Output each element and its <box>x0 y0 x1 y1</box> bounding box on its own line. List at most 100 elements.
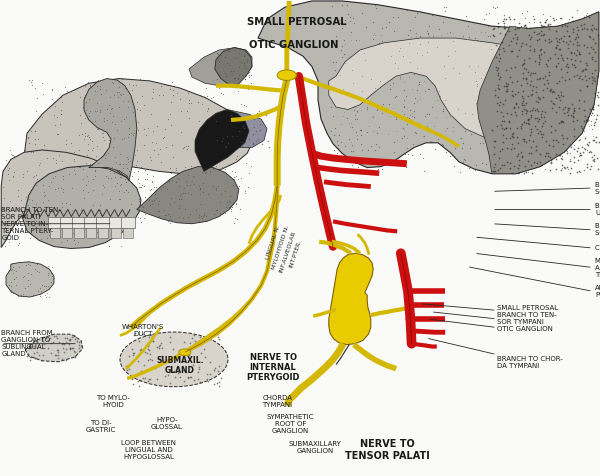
Point <box>399 86 409 93</box>
Point <box>551 43 561 51</box>
Point <box>86 159 96 166</box>
Point <box>565 38 575 45</box>
Point <box>429 36 439 43</box>
Point <box>31 224 40 231</box>
Point <box>31 127 40 135</box>
Point <box>202 375 212 383</box>
Point <box>173 89 182 97</box>
Point <box>230 219 239 227</box>
Point <box>337 86 347 93</box>
Point <box>76 342 86 349</box>
Point <box>551 62 561 69</box>
Polygon shape <box>216 109 267 148</box>
Text: MIDDLE MENINGEAL
ART. WITH SYMPA-
THETIC PLEXUS: MIDDLE MENINGEAL ART. WITH SYMPA- THETIC… <box>595 258 600 278</box>
Point <box>143 377 152 385</box>
Point <box>496 108 506 116</box>
Point <box>511 129 520 137</box>
Point <box>239 122 248 130</box>
Point <box>410 120 419 128</box>
Point <box>217 137 227 145</box>
Point <box>182 181 192 188</box>
Point <box>97 190 107 198</box>
Point <box>536 130 546 138</box>
Point <box>248 139 258 147</box>
Point <box>569 111 578 119</box>
Point <box>584 122 593 129</box>
Point <box>565 52 574 60</box>
Point <box>582 25 592 33</box>
Point <box>170 373 179 381</box>
Point <box>404 74 413 81</box>
Point <box>374 166 383 173</box>
Point <box>212 206 222 214</box>
Point <box>368 35 377 42</box>
Point <box>497 161 506 169</box>
Point <box>499 113 508 120</box>
Point <box>28 148 37 156</box>
Point <box>23 201 32 209</box>
Point <box>575 149 585 157</box>
Point <box>524 156 534 163</box>
Point <box>545 141 554 149</box>
Point <box>556 97 565 104</box>
Point <box>0 194 9 202</box>
Point <box>534 58 544 66</box>
Point <box>489 137 499 145</box>
Point <box>109 91 119 99</box>
Point <box>557 152 566 160</box>
Point <box>569 106 579 113</box>
Point <box>330 124 340 132</box>
Point <box>566 143 575 151</box>
Point <box>547 128 556 136</box>
Point <box>514 164 523 172</box>
Point <box>220 53 230 61</box>
Point <box>536 131 545 139</box>
Point <box>10 228 20 236</box>
Point <box>539 114 548 121</box>
Point <box>584 32 594 40</box>
Point <box>590 78 600 85</box>
Point <box>185 340 195 347</box>
Point <box>509 41 519 49</box>
Point <box>530 122 539 129</box>
Point <box>209 374 219 381</box>
Point <box>176 108 186 115</box>
Point <box>40 191 49 198</box>
Point <box>214 378 224 386</box>
Point <box>483 97 493 104</box>
Point <box>561 39 571 46</box>
Point <box>545 87 555 95</box>
Point <box>107 104 117 111</box>
Text: BRANCH TO TEN-
SOR TYMPANI: BRANCH TO TEN- SOR TYMPANI <box>595 181 600 195</box>
Point <box>574 102 583 110</box>
Point <box>587 56 597 63</box>
Point <box>449 162 458 169</box>
Point <box>29 172 39 180</box>
Point <box>556 34 566 42</box>
Point <box>212 150 221 158</box>
Point <box>543 20 553 28</box>
Point <box>562 98 572 106</box>
Point <box>509 103 518 110</box>
Point <box>100 149 109 157</box>
Point <box>525 35 535 43</box>
Point <box>48 155 58 162</box>
Point <box>518 98 528 105</box>
Point <box>367 142 376 150</box>
Point <box>562 22 571 30</box>
Point <box>389 28 399 35</box>
Point <box>165 379 175 387</box>
Point <box>454 44 464 51</box>
Point <box>484 10 493 17</box>
Point <box>544 128 553 136</box>
Point <box>479 100 488 108</box>
Point <box>378 100 388 108</box>
Point <box>503 41 512 49</box>
Point <box>105 168 115 175</box>
Point <box>568 13 577 21</box>
Point <box>555 64 565 72</box>
Point <box>550 50 560 58</box>
Point <box>563 84 572 92</box>
Point <box>398 100 407 108</box>
Text: NERVE TO
TENSOR PALATI: NERVE TO TENSOR PALATI <box>344 439 430 461</box>
